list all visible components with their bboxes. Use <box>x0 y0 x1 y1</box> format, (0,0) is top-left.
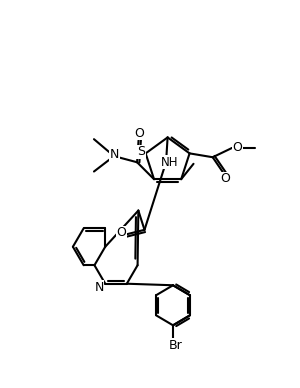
Text: N: N <box>110 148 119 161</box>
Text: N: N <box>94 281 104 294</box>
Text: S: S <box>137 146 145 158</box>
Text: O: O <box>232 141 242 154</box>
Text: O: O <box>116 227 126 239</box>
Text: NH: NH <box>160 156 178 168</box>
Text: O: O <box>220 172 230 185</box>
Text: O: O <box>134 126 144 140</box>
Text: Br: Br <box>169 339 183 352</box>
